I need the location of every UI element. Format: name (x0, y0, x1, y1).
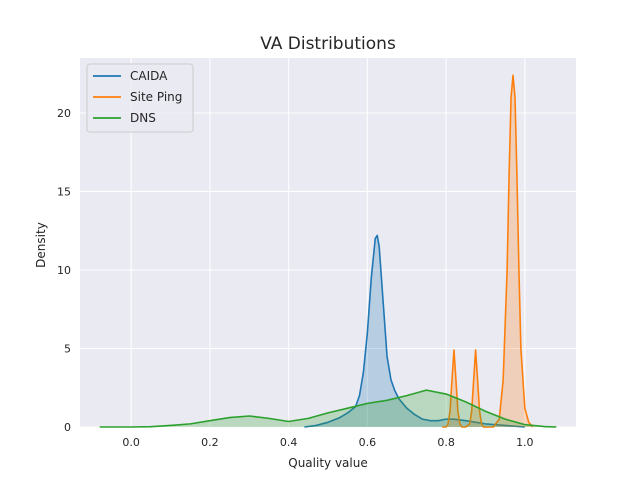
grid-layer (80, 58, 576, 428)
y-tick-label: 5 (64, 342, 71, 355)
legend: CAIDA Site Ping DNS (86, 63, 194, 133)
legend-label-caida: CAIDA (130, 69, 168, 83)
legend-label-dns: DNS (130, 111, 156, 125)
x-tick-label: 0.4 (280, 436, 298, 449)
y-tick-label: 15 (57, 185, 71, 198)
x-tick-label: 0.6 (359, 436, 377, 449)
legend-box (86, 63, 194, 133)
y-tick-label: 0 (64, 421, 71, 434)
y-tick-label: 20 (57, 107, 71, 120)
x-tick-label: 0.0 (122, 436, 140, 449)
y-axis-label: Density (34, 222, 48, 268)
x-tick-label: 0.2 (201, 436, 219, 449)
x-tick-label: 1.0 (516, 436, 534, 449)
x-tick-labels: 0.0 0.2 0.4 0.6 0.8 1.0 (122, 436, 533, 449)
series-area-dns (99, 390, 557, 427)
y-tick-label: 10 (57, 264, 71, 277)
x-tick-label: 0.8 (437, 436, 455, 449)
chart-title: VA Distributions (260, 34, 396, 54)
series-line-dns (99, 389, 557, 428)
legend-label-site-ping: Site Ping (130, 90, 182, 104)
series-line-site-ping (442, 74, 534, 428)
y-tick-labels: 0 5 10 15 20 (57, 107, 71, 434)
x-axis-label: Quality value (288, 456, 367, 470)
series-layer (99, 74, 557, 428)
